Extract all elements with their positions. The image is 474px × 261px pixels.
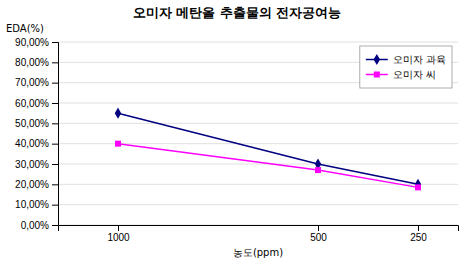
y-tick-label: 30,00% bbox=[15, 159, 49, 170]
plot-area: 1000 500 250 0,00% 10,00% 20,00% 30,00% 40,00% 5… bbox=[15, 37, 458, 243]
grid-line bbox=[58, 42, 458, 43]
y-tick: 80,00% bbox=[15, 57, 58, 68]
chart-svg: 1000 500 250 0,00% 10,00% 20,00% 30,00% 40,00% 5… bbox=[0, 0, 474, 261]
y-tick-mark bbox=[52, 62, 58, 63]
series-marker bbox=[315, 167, 321, 173]
y-tick-mark bbox=[52, 103, 58, 104]
legend-swatch-marker bbox=[374, 54, 380, 65]
y-tick: 50,00% bbox=[15, 118, 58, 129]
x-tick-label: 500 bbox=[310, 232, 327, 243]
series-line bbox=[118, 113, 418, 184]
y-tick-mark bbox=[52, 164, 58, 165]
y-tick-mark bbox=[52, 83, 58, 84]
x-tick-label: 250 bbox=[410, 232, 427, 243]
y-axis: 0,00% 10,00% 20,00% 30,00% 40,00% 50,00% 60,00… bbox=[15, 37, 58, 231]
y-tick: 0,00% bbox=[21, 220, 58, 231]
y-tick: 90,00% bbox=[15, 37, 58, 48]
series-marker bbox=[115, 141, 121, 147]
x-axis-title: 농도(ppm) bbox=[233, 247, 283, 258]
y-tick-mark bbox=[52, 205, 58, 206]
legend-item: 오미자 씨 bbox=[366, 69, 436, 80]
y-tick: 40,00% bbox=[15, 138, 58, 149]
y-tick-label: 90,00% bbox=[15, 37, 49, 48]
grid bbox=[58, 42, 458, 225]
y-tick-label: 10,00% bbox=[15, 199, 49, 210]
y-tick-mark bbox=[52, 42, 58, 43]
x-tick-mark bbox=[418, 225, 419, 231]
x-axis: 1000 500 250 bbox=[59, 225, 459, 243]
y-tick-label: 0,00% bbox=[21, 220, 49, 231]
x-axis-line bbox=[59, 226, 459, 232]
y-tick-mark bbox=[52, 144, 58, 145]
y-tick: 60,00% bbox=[15, 98, 58, 109]
y-axis-line bbox=[52, 43, 59, 226]
grid-line bbox=[58, 123, 458, 124]
legend: 오미자 과육오미자 씨 bbox=[360, 46, 452, 88]
chart-container: 1000 500 250 0,00% 10,00% 20,00% 30,00% 40,00% 5… bbox=[0, 0, 474, 261]
x-tick-mark bbox=[318, 225, 319, 231]
series-marker bbox=[115, 108, 121, 119]
y-tick-mark bbox=[52, 184, 58, 185]
title: 오미자 메탄올 추출물의 전자공여능 bbox=[133, 5, 342, 20]
y-tick: 70,00% bbox=[15, 77, 58, 88]
y-tick-mark bbox=[52, 123, 58, 124]
legend-item: 오미자 과육 bbox=[366, 54, 446, 65]
y-tick-label: 70,00% bbox=[15, 77, 49, 88]
series-group bbox=[115, 108, 421, 191]
y-tick-label: 60,00% bbox=[15, 98, 49, 109]
y-axis-title: EDA(%) bbox=[6, 23, 44, 34]
y-tick-label: 80,00% bbox=[15, 57, 49, 68]
y-tick: 30,00% bbox=[15, 159, 58, 170]
series-marker bbox=[415, 184, 421, 190]
x-tick-mark bbox=[118, 225, 119, 231]
y-tick: 20,00% bbox=[15, 179, 58, 190]
legend-label: 오미자 과육 bbox=[393, 54, 446, 65]
x-tick: 1000 bbox=[107, 225, 130, 243]
legend-label: 오미자 씨 bbox=[393, 69, 436, 80]
series-line bbox=[118, 144, 418, 188]
legend-swatch-marker bbox=[374, 72, 380, 78]
x-tick-label: 1000 bbox=[107, 232, 130, 243]
y-tick-label: 40,00% bbox=[15, 138, 49, 149]
x-tick: 500 bbox=[310, 225, 327, 243]
y-tick-label: 20,00% bbox=[15, 179, 49, 190]
y-tick: 10,00% bbox=[15, 199, 58, 210]
x-tick: 250 bbox=[410, 225, 427, 243]
grid-line bbox=[58, 103, 458, 104]
grid-line bbox=[58, 164, 458, 165]
grid-line bbox=[58, 204, 458, 205]
series-marker bbox=[415, 179, 421, 190]
y-tick-mark bbox=[52, 225, 58, 226]
y-tick-label: 50,00% bbox=[15, 118, 49, 129]
legend-box bbox=[360, 46, 452, 88]
